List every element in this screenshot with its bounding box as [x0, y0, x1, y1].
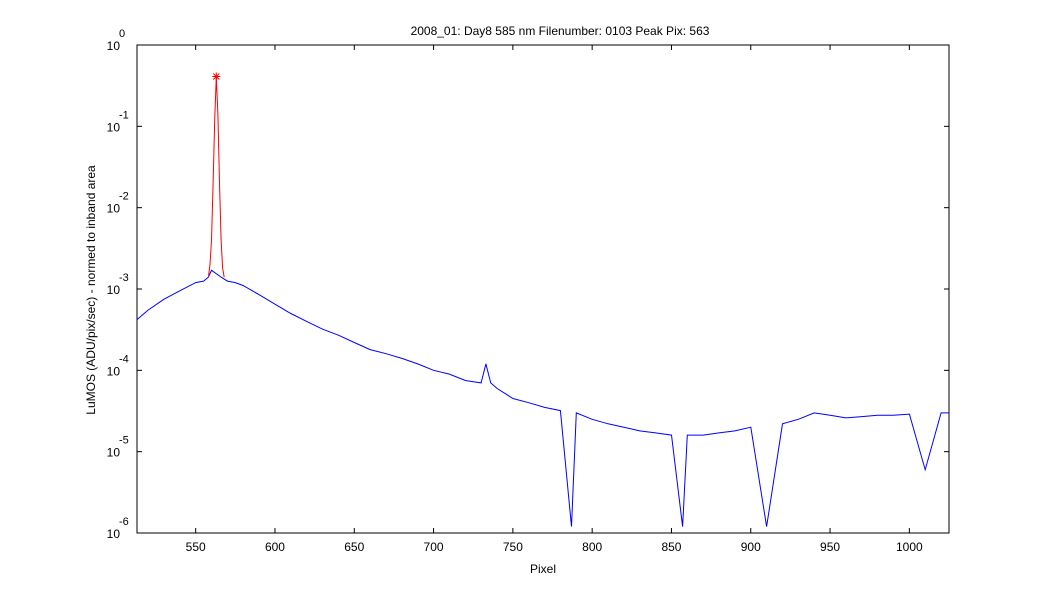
peak-marker-layer: [212, 72, 221, 81]
y-tick-exponent: -6: [119, 516, 129, 528]
y-tick-label: 10: [107, 120, 121, 134]
x-axis: 550 600 650 700 750 800 850 900 950 1000: [186, 45, 923, 554]
y-tick-exponent: -5: [119, 435, 129, 447]
x-tick-label: 900: [741, 540, 761, 554]
chart-title: 2008_01: Day8 585 nm Filenumber: 0103 Pe…: [411, 24, 710, 38]
y-tick-label: 10: [107, 364, 121, 378]
x-tick-label: 550: [186, 540, 206, 554]
x-tick-label: 850: [661, 540, 681, 554]
y-tick-exponent: -1: [119, 109, 129, 121]
y-tick-exponent: -3: [119, 272, 129, 284]
y-tick-exponent: 0: [119, 28, 125, 40]
x-tick-label: 950: [820, 540, 840, 554]
y-tick-label: 10: [107, 446, 121, 460]
y-tick-label: 10: [107, 283, 121, 297]
peak-marker: [212, 72, 221, 81]
spectrum-line: [136, 269, 949, 527]
x-tick-label: 700: [424, 540, 444, 554]
y-tick-label: 10: [107, 202, 121, 216]
y-tick-label: 10: [107, 39, 121, 53]
x-tick-label: 650: [344, 540, 364, 554]
x-axis-label: Pixel: [530, 562, 556, 576]
x-tick-label: 750: [503, 540, 523, 554]
y-tick-exponent: -4: [119, 353, 129, 365]
y-tick-exponent: -2: [119, 191, 129, 203]
plot-area: [136, 44, 950, 534]
x-tick-label: 600: [265, 540, 285, 554]
y-tick-label: 10: [107, 527, 121, 541]
peak-marker-stroke: [212, 73, 220, 80]
x-tick-label: 1000: [896, 540, 923, 554]
x-tick-label: 800: [582, 540, 602, 554]
y-axis-label: LuMOS (ADU/pix/sec) - normed to inband a…: [84, 165, 98, 415]
